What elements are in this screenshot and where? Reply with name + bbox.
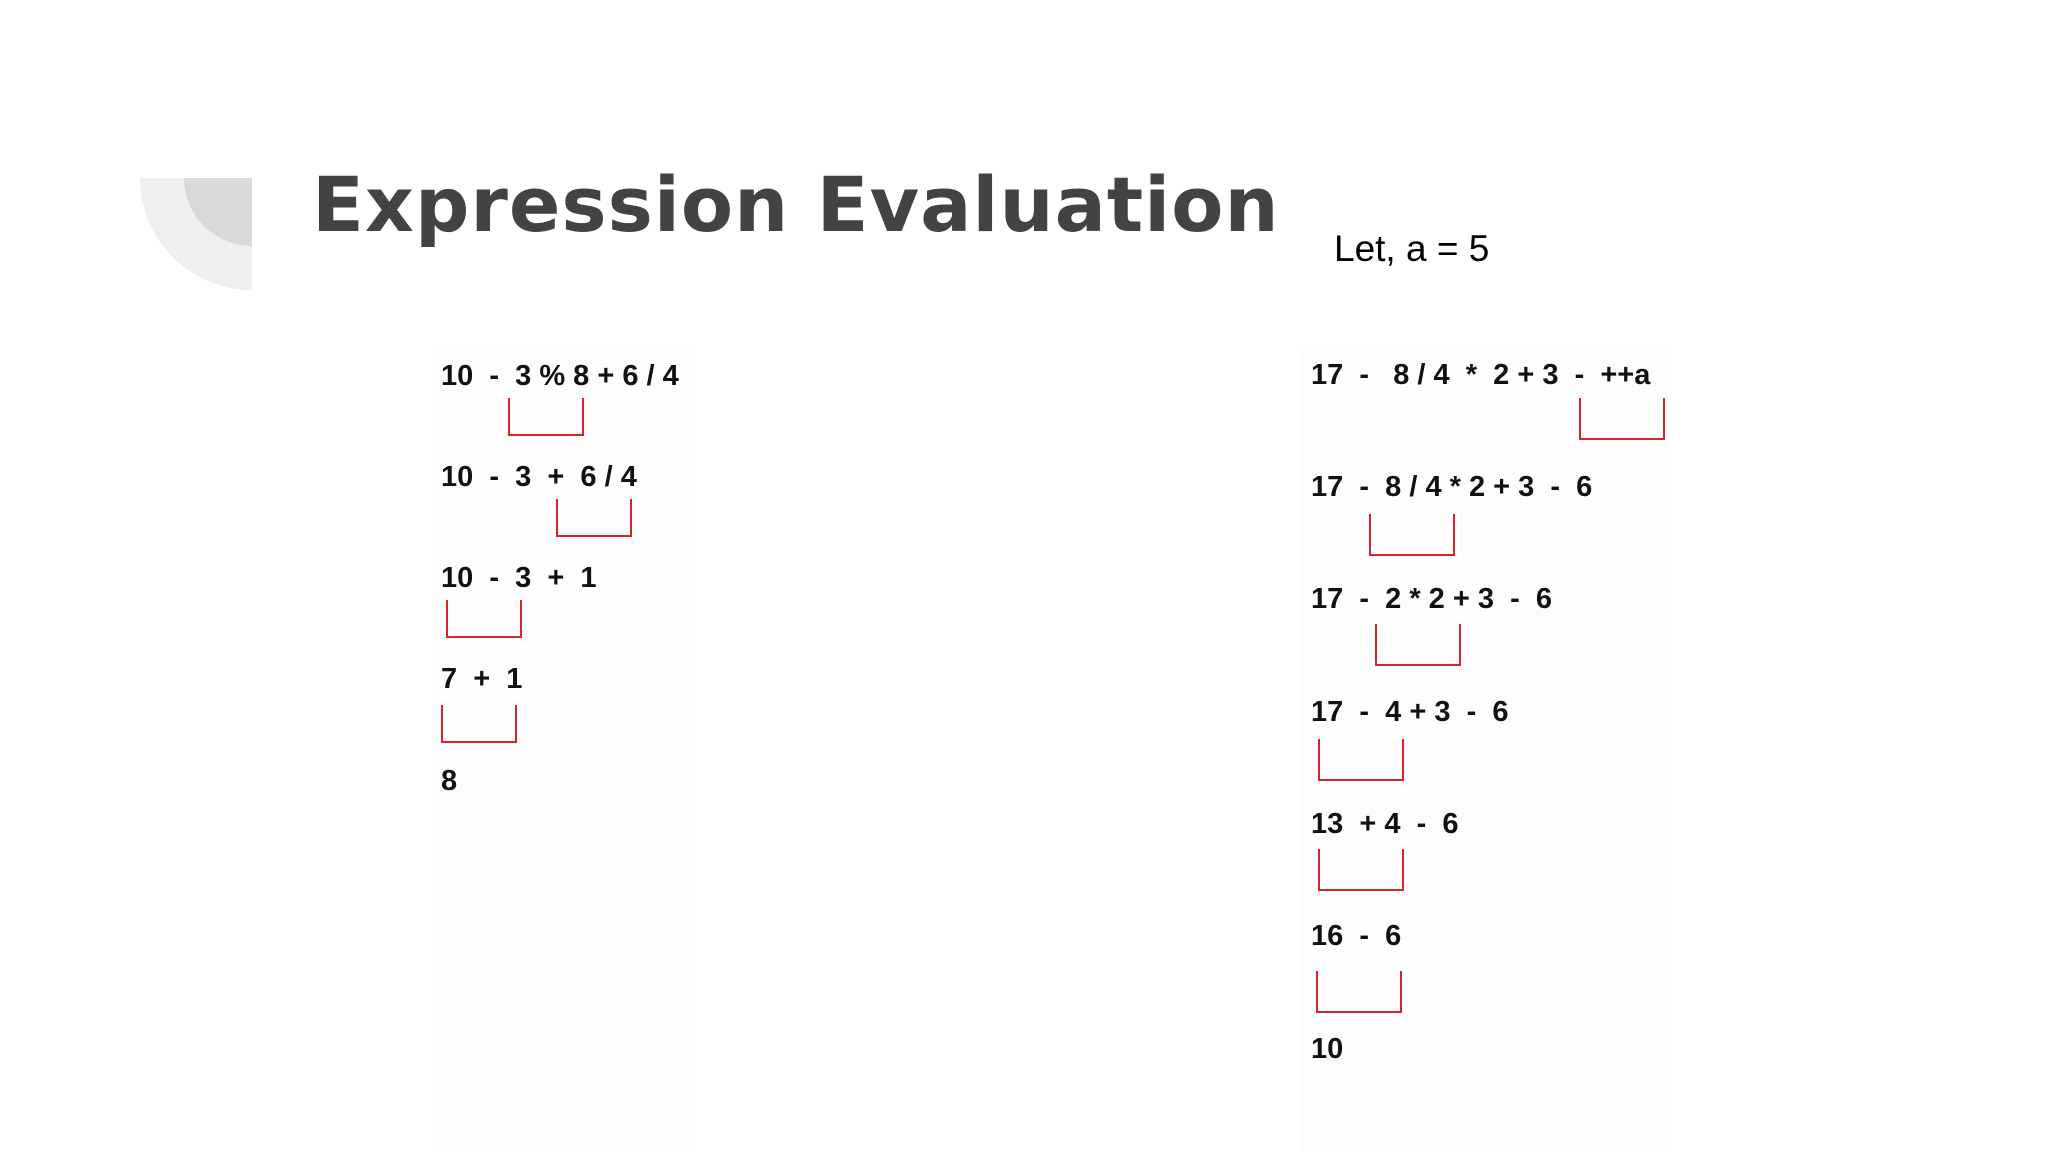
right-step-3: 17 - 2 * 2 + 3 - 6	[1311, 583, 1552, 615]
right-bracket-3	[1375, 624, 1461, 666]
right-bracket-5	[1318, 849, 1404, 891]
right-bracket-6	[1316, 971, 1402, 1013]
corner-arc-decoration	[140, 178, 252, 290]
slide-title: Expression Evaluation	[312, 160, 1280, 249]
left-step-1: 10 - 3 % 8 + 6 / 4	[441, 360, 679, 392]
left-step-3: 10 - 3 + 1	[441, 562, 597, 594]
left-bracket-2	[556, 499, 632, 537]
let-assignment-text: Let, a = 5	[1334, 228, 1490, 269]
right-step-7: 10	[1311, 1033, 1344, 1065]
right-step-2: 17 - 8 / 4 * 2 + 3 - 6	[1311, 471, 1593, 503]
right-bracket-2	[1369, 514, 1455, 556]
right-step-1: 17 - 8 / 4 * 2 + 3 - ++a	[1311, 359, 1651, 391]
left-bracket-4	[441, 705, 517, 743]
right-step-6: 16 - 6	[1311, 920, 1402, 952]
left-step-2: 10 - 3 + 6 / 4	[441, 461, 637, 493]
right-step-5: 13 + 4 - 6	[1311, 808, 1459, 840]
left-step-5: 8	[441, 765, 458, 797]
right-step-4: 17 - 4 + 3 - 6	[1311, 696, 1509, 728]
left-step-4: 7 + 1	[441, 663, 523, 695]
left-evaluation-panel	[432, 350, 694, 1152]
left-bracket-1	[508, 398, 584, 436]
right-evaluation-panel	[1300, 350, 1670, 1152]
right-bracket-1	[1579, 398, 1665, 440]
left-bracket-3	[446, 600, 522, 638]
right-bracket-4	[1318, 739, 1404, 781]
